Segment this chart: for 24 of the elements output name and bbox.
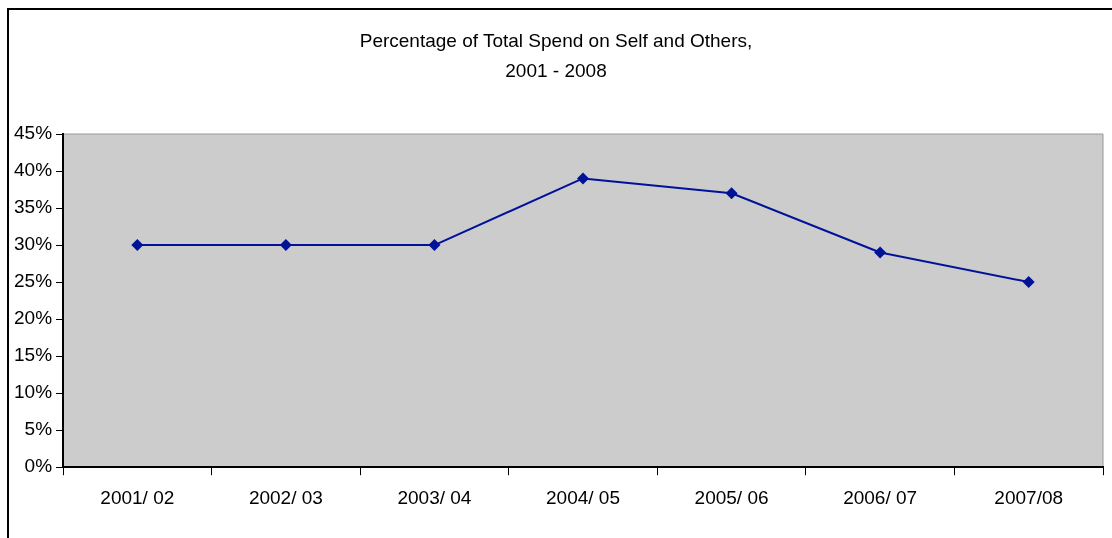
y-tick-label: 20% xyxy=(14,307,53,329)
point xyxy=(428,239,441,252)
y-tick-label: 0% xyxy=(24,455,53,477)
y-tick-label: 30% xyxy=(14,233,53,255)
y-tick-label: 15% xyxy=(14,344,53,366)
y-tick-label: 35% xyxy=(14,196,53,218)
point xyxy=(874,246,887,259)
x-tick-label: 2001/ 02 xyxy=(100,486,175,508)
point xyxy=(131,239,144,252)
y-tick-label: 10% xyxy=(14,381,53,403)
y-tick-label: 5% xyxy=(24,418,53,440)
x-tick-label: 2003/ 04 xyxy=(397,486,472,508)
x-tick-label: 2006/ 07 xyxy=(843,486,918,508)
chart-title: Percentage of Total Spend on Self and Others, 2001 - 2008 xyxy=(358,29,754,83)
y-tick-label: 25% xyxy=(14,270,53,292)
x-tick-label: 2007/08 xyxy=(994,486,1064,508)
y-tick-label: 45% xyxy=(14,122,53,144)
point xyxy=(1022,276,1035,289)
x-tick-label: 2004/ 05 xyxy=(546,486,620,508)
x-tick-label: 2005/ 06 xyxy=(694,486,769,508)
x-tick-label: 2002/ 03 xyxy=(248,486,323,508)
y-tick-label: 40% xyxy=(14,159,53,181)
point xyxy=(725,187,738,200)
point xyxy=(577,172,590,185)
